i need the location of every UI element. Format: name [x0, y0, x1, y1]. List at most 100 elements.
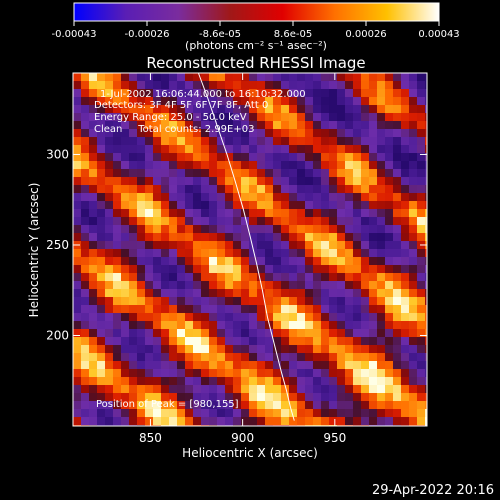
- map-cell: [241, 297, 249, 305]
- map-cell: [329, 257, 337, 265]
- map-cell: [265, 361, 273, 369]
- map-cell: [73, 113, 81, 121]
- map-cell: [297, 97, 305, 105]
- map-cell: [265, 409, 273, 417]
- map-cell: [225, 185, 233, 193]
- map-cell: [233, 297, 241, 305]
- map-cell: [185, 289, 193, 297]
- map-cell: [281, 105, 289, 113]
- map-cell: [201, 97, 209, 105]
- map-cell: [289, 161, 297, 169]
- map-cell: [73, 321, 81, 329]
- map-cell: [89, 209, 97, 217]
- map-cell: [153, 145, 161, 153]
- map-cell: [217, 289, 225, 297]
- map-cell: [161, 249, 169, 257]
- map-cell: [289, 361, 297, 369]
- map-cell: [193, 409, 201, 417]
- map-cell: [129, 377, 137, 385]
- map-cell: [337, 217, 345, 225]
- map-cell: [369, 305, 377, 313]
- map-cell: [113, 97, 121, 105]
- map-cell: [289, 305, 297, 313]
- map-cell: [201, 393, 209, 401]
- map-cell: [337, 249, 345, 257]
- map-cell: [353, 393, 361, 401]
- map-cell: [105, 209, 113, 217]
- map-cell: [137, 201, 145, 209]
- map-cell: [233, 369, 241, 377]
- map-cell: [345, 385, 353, 393]
- map-cell: [201, 353, 209, 361]
- map-cell: [137, 121, 145, 129]
- map-cell: [145, 81, 153, 89]
- map-cell: [385, 177, 393, 185]
- map-cell: [225, 265, 233, 273]
- map-cell: [113, 169, 121, 177]
- map-cell: [273, 137, 281, 145]
- map-cell: [137, 417, 145, 425]
- map-cell: [385, 137, 393, 145]
- map-cell: [73, 369, 81, 377]
- map-cell: [297, 289, 305, 297]
- map-cell: [337, 137, 345, 145]
- map-cell: [345, 297, 353, 305]
- map-cell: [297, 305, 305, 313]
- map-cell: [121, 385, 129, 393]
- map-cell: [417, 305, 425, 313]
- map-cell: [129, 97, 137, 105]
- map-cell: [105, 345, 113, 353]
- map-cell: [425, 169, 427, 177]
- map-cell: [257, 409, 265, 417]
- map-cell: [89, 249, 97, 257]
- map-cell: [417, 153, 425, 161]
- map-cell: [209, 177, 217, 185]
- map-cell: [89, 201, 97, 209]
- map-cell: [417, 393, 425, 401]
- map-cell: [89, 377, 97, 385]
- map-cell: [337, 385, 345, 393]
- map-cell: [289, 353, 297, 361]
- map-cell: [369, 217, 377, 225]
- map-cell: [81, 193, 89, 201]
- map-cell: [321, 377, 329, 385]
- map-cell: [281, 377, 289, 385]
- map-cell: [361, 369, 369, 377]
- map-cell: [393, 401, 401, 409]
- map-cell: [297, 409, 305, 417]
- map-cell: [113, 121, 121, 129]
- map-cell: [401, 377, 409, 385]
- map-cell: [281, 257, 289, 265]
- map-cell: [241, 329, 249, 337]
- map-cell: [233, 305, 241, 313]
- map-cell: [313, 137, 321, 145]
- map-cell: [321, 257, 329, 265]
- map-cell: [281, 345, 289, 353]
- map-cell: [313, 289, 321, 297]
- map-cell: [137, 297, 145, 305]
- map-cell: [353, 353, 361, 361]
- map-cell: [177, 281, 185, 289]
- map-cell: [209, 161, 217, 169]
- map-cell: [273, 113, 281, 121]
- map-cell: [417, 361, 425, 369]
- map-cell: [361, 265, 369, 273]
- map-cell: [129, 193, 137, 201]
- map-cell: [425, 145, 427, 153]
- map-cell: [385, 281, 393, 289]
- map-cell: [345, 273, 353, 281]
- map-cell: [185, 225, 193, 233]
- map-cell: [257, 321, 265, 329]
- map-cell: [105, 241, 113, 249]
- map-cell: [297, 137, 305, 145]
- map-cell: [265, 193, 273, 201]
- map-cell: [313, 321, 321, 329]
- map-cell: [329, 249, 337, 257]
- map-cell: [257, 417, 265, 425]
- map-cell: [169, 217, 177, 225]
- map-cell: [185, 97, 193, 105]
- map-cell: [281, 385, 289, 393]
- map-cell: [297, 113, 305, 121]
- map-cell: [129, 137, 137, 145]
- map-cell: [337, 89, 345, 97]
